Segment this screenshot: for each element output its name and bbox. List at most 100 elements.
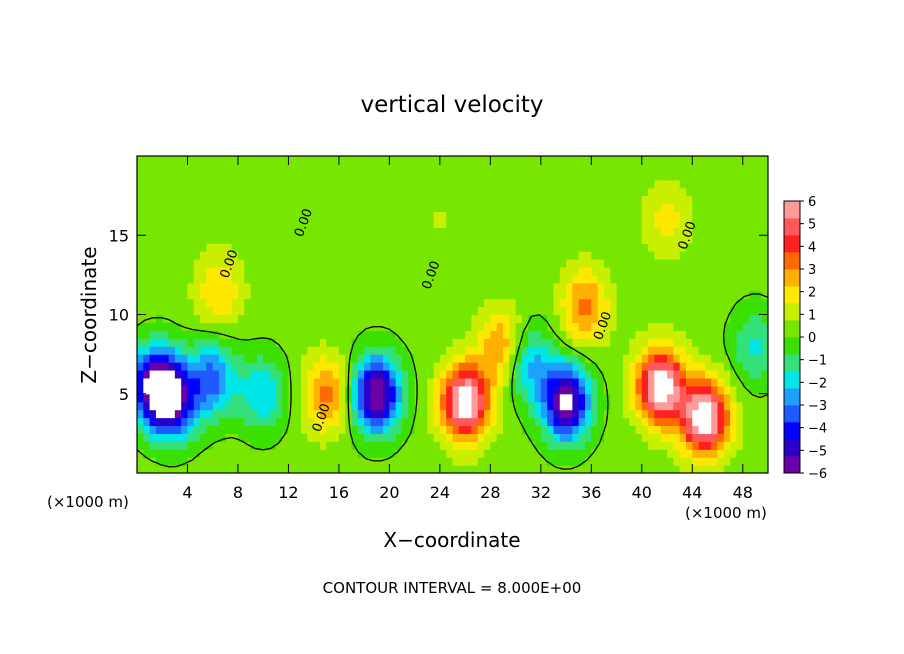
field-cell bbox=[622, 354, 630, 363]
field-cell bbox=[458, 465, 466, 473]
field-cell bbox=[566, 227, 573, 236]
field-cell bbox=[502, 457, 510, 466]
field-cell bbox=[149, 179, 157, 189]
field-cell bbox=[351, 433, 359, 442]
field-cell bbox=[458, 298, 466, 308]
field-cell bbox=[237, 362, 245, 371]
field-cell bbox=[761, 211, 768, 220]
field-cell bbox=[181, 433, 189, 442]
field-cell bbox=[521, 457, 529, 466]
field-cell bbox=[364, 425, 372, 434]
field-cell bbox=[200, 401, 208, 411]
field-cell bbox=[496, 156, 504, 165]
field-cell bbox=[319, 235, 327, 244]
field-cell bbox=[219, 393, 226, 403]
field-cell bbox=[357, 465, 365, 473]
field-cell bbox=[376, 409, 384, 419]
field-cell bbox=[553, 330, 561, 339]
field-cell bbox=[673, 425, 681, 434]
field-cell bbox=[326, 227, 334, 236]
field-cell bbox=[187, 338, 195, 347]
field-cell bbox=[641, 219, 649, 228]
field-cell bbox=[477, 354, 485, 363]
field-cell bbox=[275, 282, 283, 292]
field-cell bbox=[458, 290, 466, 300]
field-cell bbox=[282, 314, 290, 324]
field-cell bbox=[294, 227, 302, 236]
field-cell bbox=[616, 441, 624, 450]
field-cell bbox=[635, 385, 643, 395]
field-cell bbox=[402, 179, 409, 189]
field-cell bbox=[553, 211, 561, 220]
field-cell bbox=[685, 385, 693, 395]
field-cell bbox=[269, 298, 277, 308]
field-cell bbox=[534, 354, 542, 363]
field-cell bbox=[313, 282, 321, 292]
field-cell bbox=[294, 385, 302, 395]
field-cell bbox=[616, 330, 624, 339]
field-cell bbox=[395, 227, 403, 236]
field-cell bbox=[389, 243, 397, 252]
field-cell bbox=[389, 203, 397, 213]
field-cell bbox=[572, 441, 580, 450]
field-cell bbox=[427, 362, 435, 371]
field-cell bbox=[206, 219, 214, 228]
field-cell bbox=[383, 219, 390, 228]
field-cell bbox=[685, 187, 693, 197]
field-cell bbox=[704, 354, 712, 363]
field-cell bbox=[610, 306, 618, 316]
field-cell bbox=[288, 163, 296, 173]
field-cell bbox=[585, 465, 592, 473]
field-cell bbox=[471, 338, 479, 347]
field-cell bbox=[761, 163, 768, 173]
field-cell bbox=[231, 306, 239, 316]
field-cell bbox=[414, 409, 422, 419]
field-cell bbox=[174, 377, 182, 387]
field-cell bbox=[540, 362, 548, 371]
field-cell bbox=[212, 251, 220, 260]
field-cell bbox=[692, 259, 700, 268]
field-cell bbox=[515, 354, 523, 363]
field-cell bbox=[250, 457, 258, 466]
field-cell bbox=[427, 266, 435, 276]
field-cell bbox=[332, 393, 340, 403]
field-cell bbox=[698, 354, 706, 363]
field-cell bbox=[629, 441, 637, 450]
field-cell bbox=[446, 227, 454, 236]
field-cell bbox=[597, 179, 605, 189]
field-cell bbox=[193, 227, 201, 236]
field-cell bbox=[660, 163, 668, 173]
field-cell bbox=[578, 243, 586, 252]
field-cell bbox=[376, 338, 384, 347]
field-cell bbox=[181, 243, 189, 252]
field-cell bbox=[635, 306, 643, 316]
field-cell bbox=[452, 346, 460, 355]
field-cell bbox=[364, 203, 372, 213]
field-cell bbox=[736, 266, 744, 276]
field-cell bbox=[414, 377, 422, 387]
field-cell bbox=[414, 235, 422, 244]
field-cell bbox=[717, 266, 725, 276]
colorbar-tick-label: 3 bbox=[808, 263, 816, 278]
field-cell bbox=[364, 211, 372, 220]
field-cell bbox=[402, 266, 409, 276]
field-cell bbox=[383, 163, 390, 173]
field-cell bbox=[420, 417, 428, 427]
field-cell bbox=[332, 354, 340, 363]
field-cell bbox=[591, 187, 599, 197]
field-cell bbox=[704, 211, 712, 220]
field-cell bbox=[553, 409, 561, 419]
field-cell bbox=[332, 171, 340, 181]
field-cell bbox=[572, 449, 580, 458]
field-cell bbox=[219, 171, 226, 181]
field-cell bbox=[496, 219, 504, 228]
field-cell bbox=[225, 171, 233, 181]
field-cell bbox=[585, 163, 592, 173]
field-cell bbox=[433, 290, 441, 300]
field-cell bbox=[540, 401, 548, 411]
field-cell bbox=[465, 362, 473, 371]
field-cell bbox=[383, 346, 390, 355]
field-cell bbox=[301, 266, 308, 276]
field-cell bbox=[446, 401, 454, 411]
field-cell bbox=[572, 362, 580, 371]
